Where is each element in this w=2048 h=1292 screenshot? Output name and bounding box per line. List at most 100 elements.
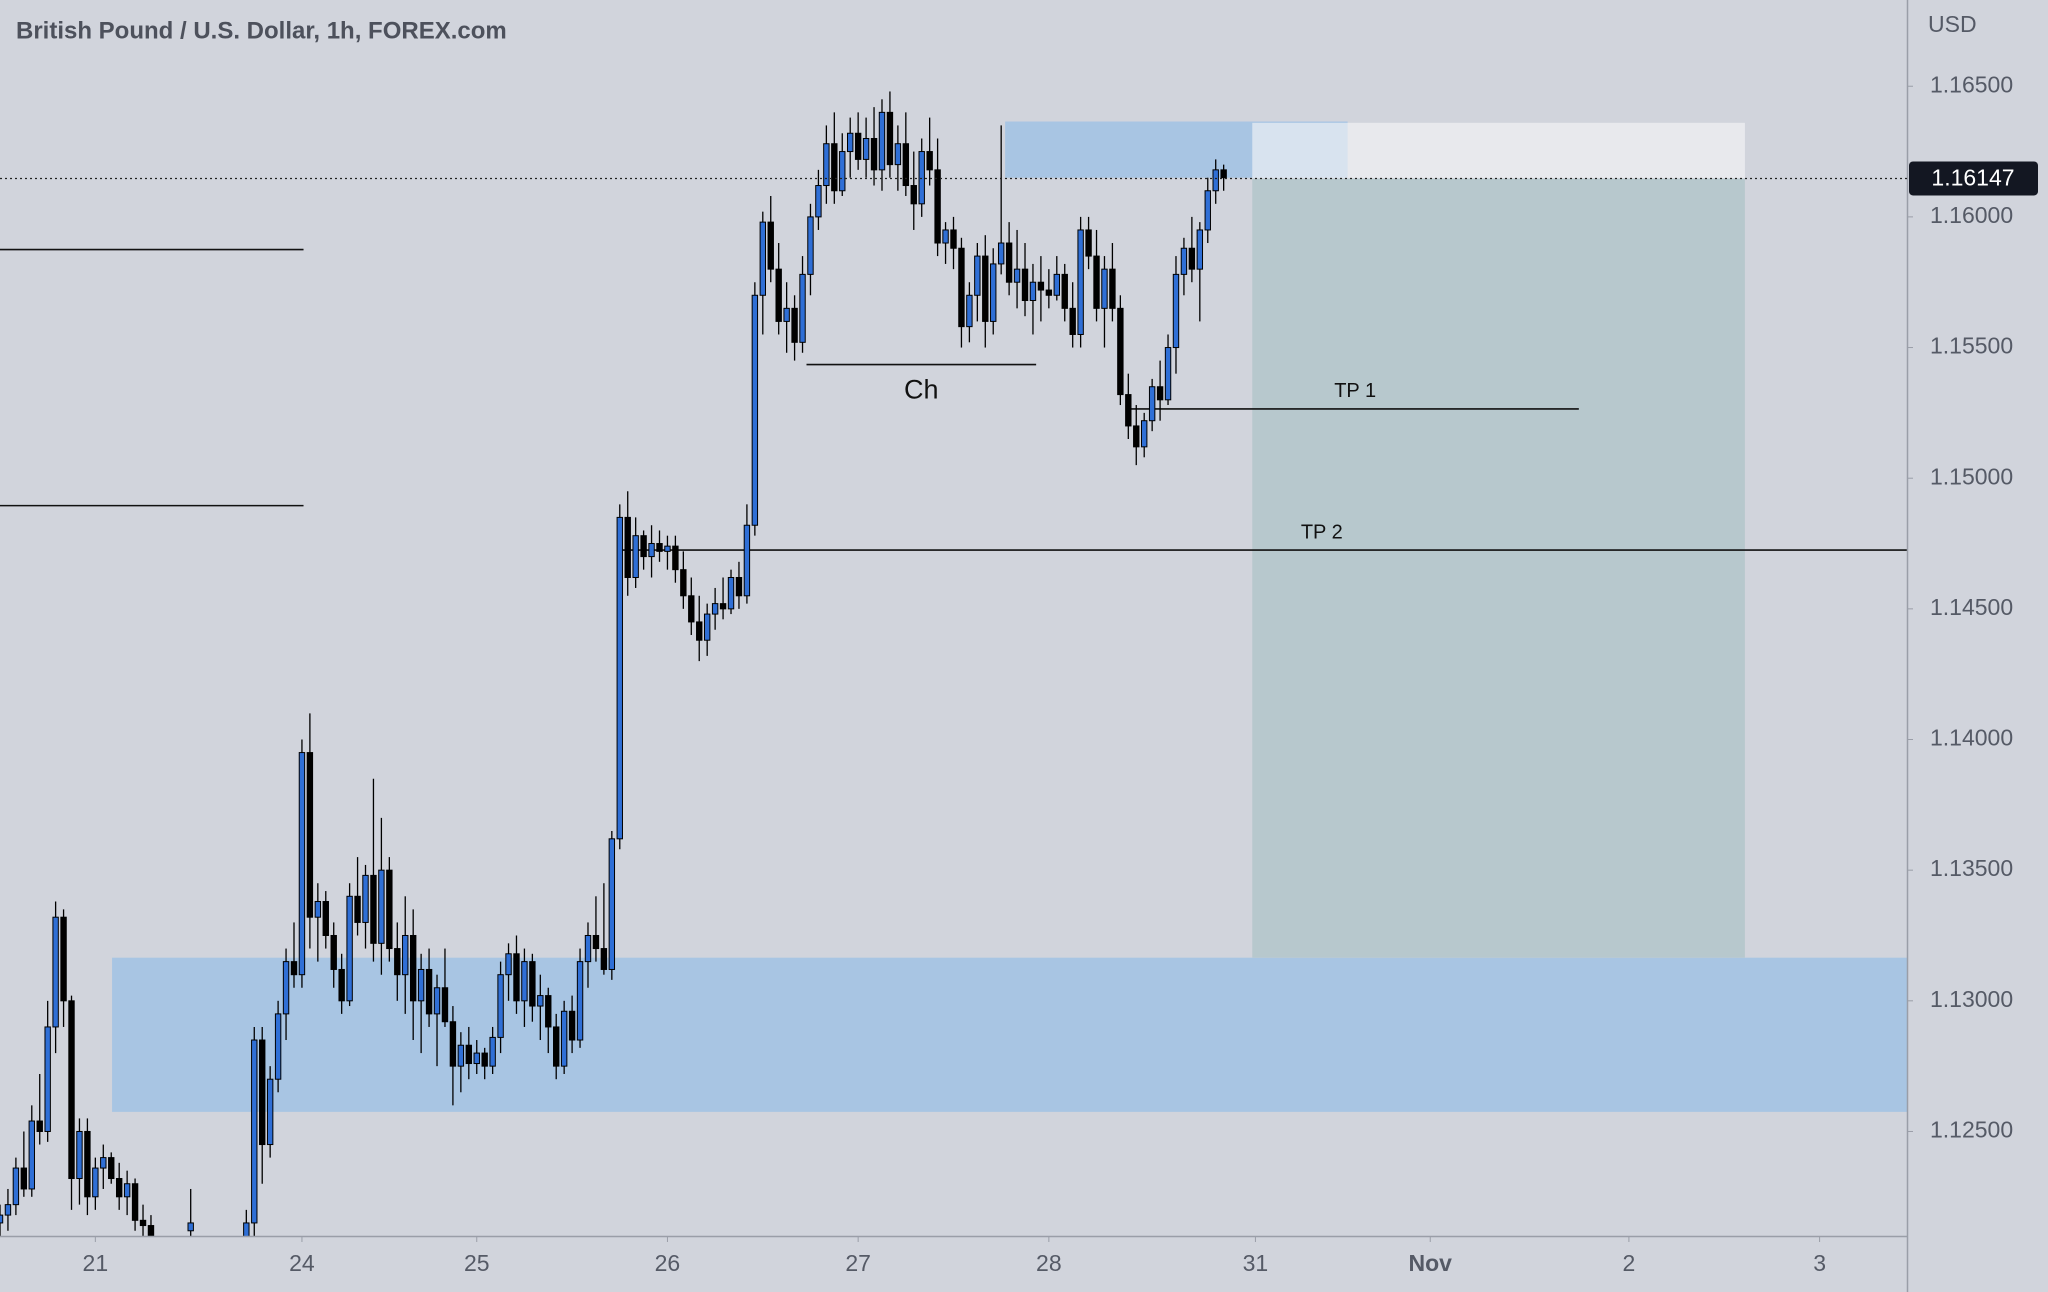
- candle-body: [799, 273, 806, 343]
- candle-body: [545, 995, 552, 1028]
- currency-label: USD: [1928, 11, 1977, 37]
- candle-body: [505, 953, 512, 976]
- candle-body: [751, 294, 759, 526]
- candle-body: [433, 987, 441, 1015]
- candle-body: [68, 1000, 75, 1180]
- x-tick-label: 28: [1036, 1250, 1062, 1276]
- candle-body: [1005, 242, 1013, 283]
- candle-body: [632, 535, 639, 578]
- candle-body: [402, 934, 409, 976]
- candle-body: [831, 143, 838, 192]
- candle-body: [346, 895, 353, 1002]
- x-tick-label: 31: [1243, 1250, 1269, 1276]
- target-area: [1252, 178, 1745, 958]
- candle-body: [4, 1204, 12, 1216]
- level-label: Ch: [904, 375, 939, 405]
- candle-body: [990, 263, 997, 322]
- candle-body: [672, 545, 679, 571]
- candle-body: [378, 869, 385, 944]
- candle-body: [1029, 281, 1037, 302]
- candle-body: [783, 307, 790, 322]
- candle-body: [1117, 307, 1124, 396]
- candle-body: [147, 1225, 155, 1236]
- candle-body: [409, 934, 417, 1002]
- candle-body: [386, 869, 393, 950]
- candle-body: [1013, 268, 1021, 283]
- candle-body: [354, 895, 361, 923]
- candle-body: [497, 974, 504, 1038]
- candle-body: [1021, 268, 1029, 302]
- candle-body: [918, 151, 925, 205]
- x-tick-label: 3: [1813, 1250, 1826, 1276]
- candle-body: [417, 968, 425, 1002]
- candle-body: [600, 948, 608, 970]
- candle-body: [465, 1044, 473, 1065]
- candle-body: [775, 268, 782, 322]
- candle-body: [1188, 247, 1196, 270]
- candle-body: [688, 595, 695, 623]
- candle-body: [974, 255, 981, 296]
- candle-body: [266, 1078, 274, 1146]
- candle-body: [489, 1036, 496, 1067]
- candle-body: [584, 934, 592, 963]
- candle-body: [624, 516, 631, 578]
- candle-body: [282, 961, 290, 1015]
- candle-body: [966, 294, 973, 328]
- candle-body: [648, 543, 655, 558]
- candle-body: [696, 621, 703, 641]
- candle-body: [703, 613, 711, 641]
- y-tick-label: 1.12500: [1930, 1117, 2013, 1143]
- candle-body: [370, 874, 377, 944]
- y-tick-label: 1.16000: [1930, 202, 2013, 228]
- candle-body: [115, 1178, 123, 1198]
- candle-body: [76, 1130, 83, 1180]
- candle-body: [123, 1183, 131, 1198]
- candle-body: [791, 307, 798, 343]
- candle-body: [529, 961, 536, 1007]
- y-tick-label: 1.16500: [1930, 71, 2013, 97]
- candle-body: [942, 229, 949, 244]
- candle-body: [441, 987, 449, 1023]
- stop-area: [1252, 122, 1745, 179]
- x-tick-label: Nov: [1409, 1250, 1453, 1276]
- current-price-box: [1909, 161, 2038, 196]
- candle-body: [743, 524, 751, 597]
- candle-body: [1141, 420, 1148, 448]
- candle-body: [44, 1026, 51, 1132]
- candle-body: [664, 545, 671, 552]
- candle-body: [902, 143, 910, 187]
- candle-body: [36, 1120, 43, 1132]
- candle-body: [100, 1157, 107, 1169]
- candle-body: [314, 901, 322, 918]
- y-tick-label: 1.14500: [1930, 594, 2013, 620]
- candle-body: [139, 1219, 147, 1227]
- candle-body: [711, 603, 719, 615]
- candle-body: [950, 229, 957, 249]
- candle-body: [878, 111, 886, 171]
- x-tick-label: 25: [464, 1250, 490, 1276]
- candle-body: [1101, 268, 1108, 309]
- candle-body: [0, 1214, 4, 1224]
- candle-body: [92, 1167, 99, 1198]
- x-tick-label: 27: [845, 1250, 871, 1276]
- candle-body: [473, 1052, 480, 1065]
- candle-body: [1045, 289, 1053, 296]
- candle-body: [1061, 273, 1068, 309]
- candle-body: [251, 1039, 258, 1224]
- candle-body: [568, 1010, 576, 1041]
- candle-body: [1085, 229, 1092, 257]
- candle-body: [449, 1021, 457, 1067]
- candle-body: [560, 1010, 568, 1067]
- level-label: TP 2: [1301, 521, 1343, 543]
- candle-body: [727, 576, 735, 610]
- candle-body: [1220, 169, 1227, 179]
- y-tick-label: 1.14000: [1930, 725, 2013, 751]
- candle-body: [1164, 347, 1172, 401]
- candle-body: [394, 948, 401, 976]
- candle-body: [1053, 273, 1060, 296]
- x-tick-label: 2: [1622, 1250, 1635, 1276]
- candle-body: [60, 916, 67, 1002]
- candle-body: [592, 934, 600, 950]
- candle-body: [362, 874, 369, 923]
